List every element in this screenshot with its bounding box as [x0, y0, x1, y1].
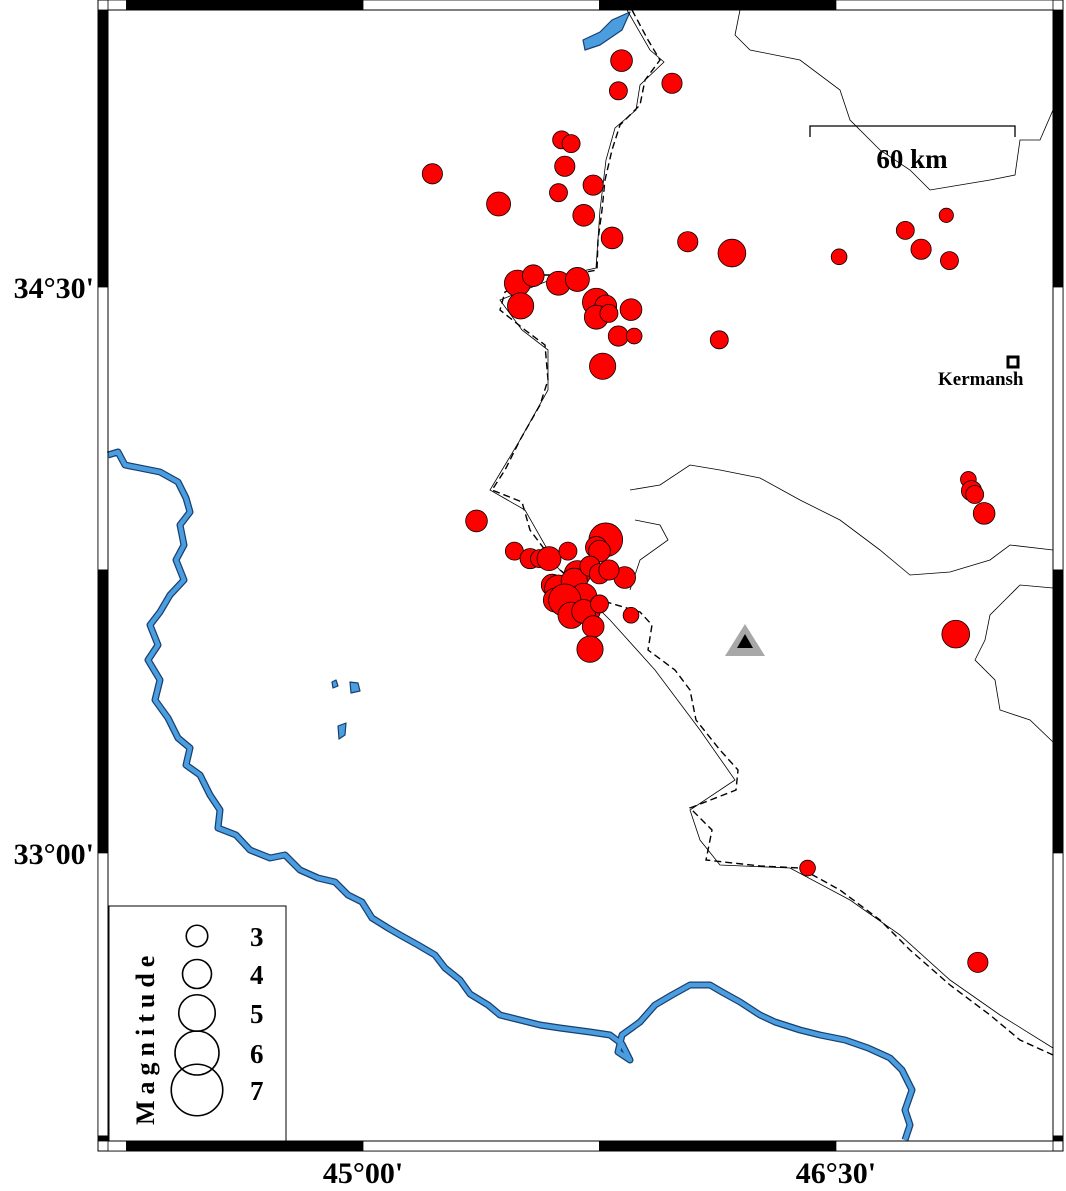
frame-tick — [835, 1140, 1054, 1152]
earthquake-event — [536, 546, 562, 572]
legend-label: 5 — [250, 999, 264, 1029]
frame-tick — [97, 852, 109, 1137]
earthquake-event — [610, 49, 633, 72]
international-border — [490, 9, 1054, 1056]
station-marker — [725, 624, 765, 656]
earthquake-event — [965, 485, 985, 504]
earthquake-event — [521, 264, 545, 287]
earthquake-event — [465, 509, 488, 533]
earthquake-event — [600, 226, 624, 250]
earthquake-event — [830, 248, 848, 266]
earthquake-event — [607, 325, 629, 347]
earthquake-event — [608, 81, 628, 101]
earthquake-event — [554, 155, 576, 177]
earthquake-event — [599, 304, 619, 323]
lon-tick-label: 45°00' — [323, 1157, 403, 1190]
earthquake-event — [622, 606, 640, 624]
legend-title: Magnitude — [131, 950, 160, 1125]
frame-tick — [362, 0, 600, 11]
river — [106, 11, 916, 1142]
frame-tick — [97, 569, 109, 854]
earthquake-events — [421, 49, 996, 973]
frame-tick — [126, 1140, 364, 1152]
frame-tick — [599, 0, 837, 11]
earthquake-event — [561, 134, 581, 154]
earthquake-event — [549, 183, 568, 203]
earthquake-event — [910, 238, 932, 260]
frame-tick — [1052, 852, 1064, 1137]
earthquake-event — [941, 619, 971, 649]
earthquake-event — [799, 859, 816, 877]
earthquake-event — [572, 204, 595, 227]
city-kermanshah: Kermansh — [938, 355, 1024, 390]
earthquake-event — [967, 951, 989, 973]
earthquake-event — [421, 163, 443, 185]
legend-label: 4 — [250, 960, 264, 990]
legend-circle — [181, 958, 213, 990]
earthquake-event — [581, 615, 605, 638]
legend-circle — [174, 1030, 220, 1076]
earthquake-event — [677, 231, 699, 253]
lon-tick-label: 46°30' — [796, 1157, 876, 1190]
earthquake-event — [558, 541, 578, 561]
frame-tick — [362, 1140, 600, 1152]
frame-tick — [1052, 286, 1064, 571]
scale-bar: 60 km — [809, 125, 1016, 174]
city-label: Kermansh — [938, 369, 1024, 390]
earthquake-event — [972, 502, 996, 525]
earthquake-event — [589, 352, 617, 380]
earthquake-event — [940, 251, 959, 270]
city-square-icon — [1006, 355, 1020, 369]
legend-circle — [185, 924, 209, 948]
earthquake-event — [576, 635, 604, 663]
earthquake-event — [486, 191, 511, 217]
earthquake-event — [565, 267, 590, 292]
frame-tick — [126, 0, 364, 11]
earthquake-event — [598, 559, 620, 581]
frame-tick — [1052, 569, 1064, 854]
earthquake-event — [619, 298, 643, 321]
axis-labels: 45°00' 46°30' 34°30' 33°00' — [14, 272, 876, 1190]
earthquake-event — [709, 330, 729, 350]
frame-tick — [1052, 1135, 1064, 1142]
legend-label: 6 — [250, 1039, 264, 1069]
earthquake-event — [582, 174, 604, 196]
earthquake-event — [717, 238, 747, 268]
earthquake-event — [507, 292, 535, 320]
frame-tick — [107, 1140, 127, 1152]
frame-tick — [835, 0, 1054, 11]
lat-tick-label: 33°00' — [14, 838, 94, 871]
legend: Magnitude 3 4 5 6 7 — [108, 905, 287, 1142]
earthquake-event — [661, 72, 683, 94]
frame-tick — [1052, 9, 1064, 288]
earthquake-event — [938, 207, 954, 223]
scale-bar-label: 60 km — [876, 144, 948, 174]
earthquake-event — [625, 327, 643, 345]
province-borders — [489, 9, 1054, 1049]
earthquake-event — [895, 221, 915, 240]
frame-tick — [97, 9, 109, 288]
frame-tick — [107, 0, 127, 11]
earthquake-event — [590, 594, 609, 614]
legend-label: 3 — [250, 922, 264, 952]
frame-tick — [97, 1135, 109, 1142]
frame-tick — [97, 286, 109, 571]
frame-tick — [599, 1140, 837, 1152]
legend-circle — [170, 1063, 224, 1117]
lat-tick-label: 34°30' — [14, 272, 94, 305]
legend-label: 7 — [250, 1076, 264, 1106]
